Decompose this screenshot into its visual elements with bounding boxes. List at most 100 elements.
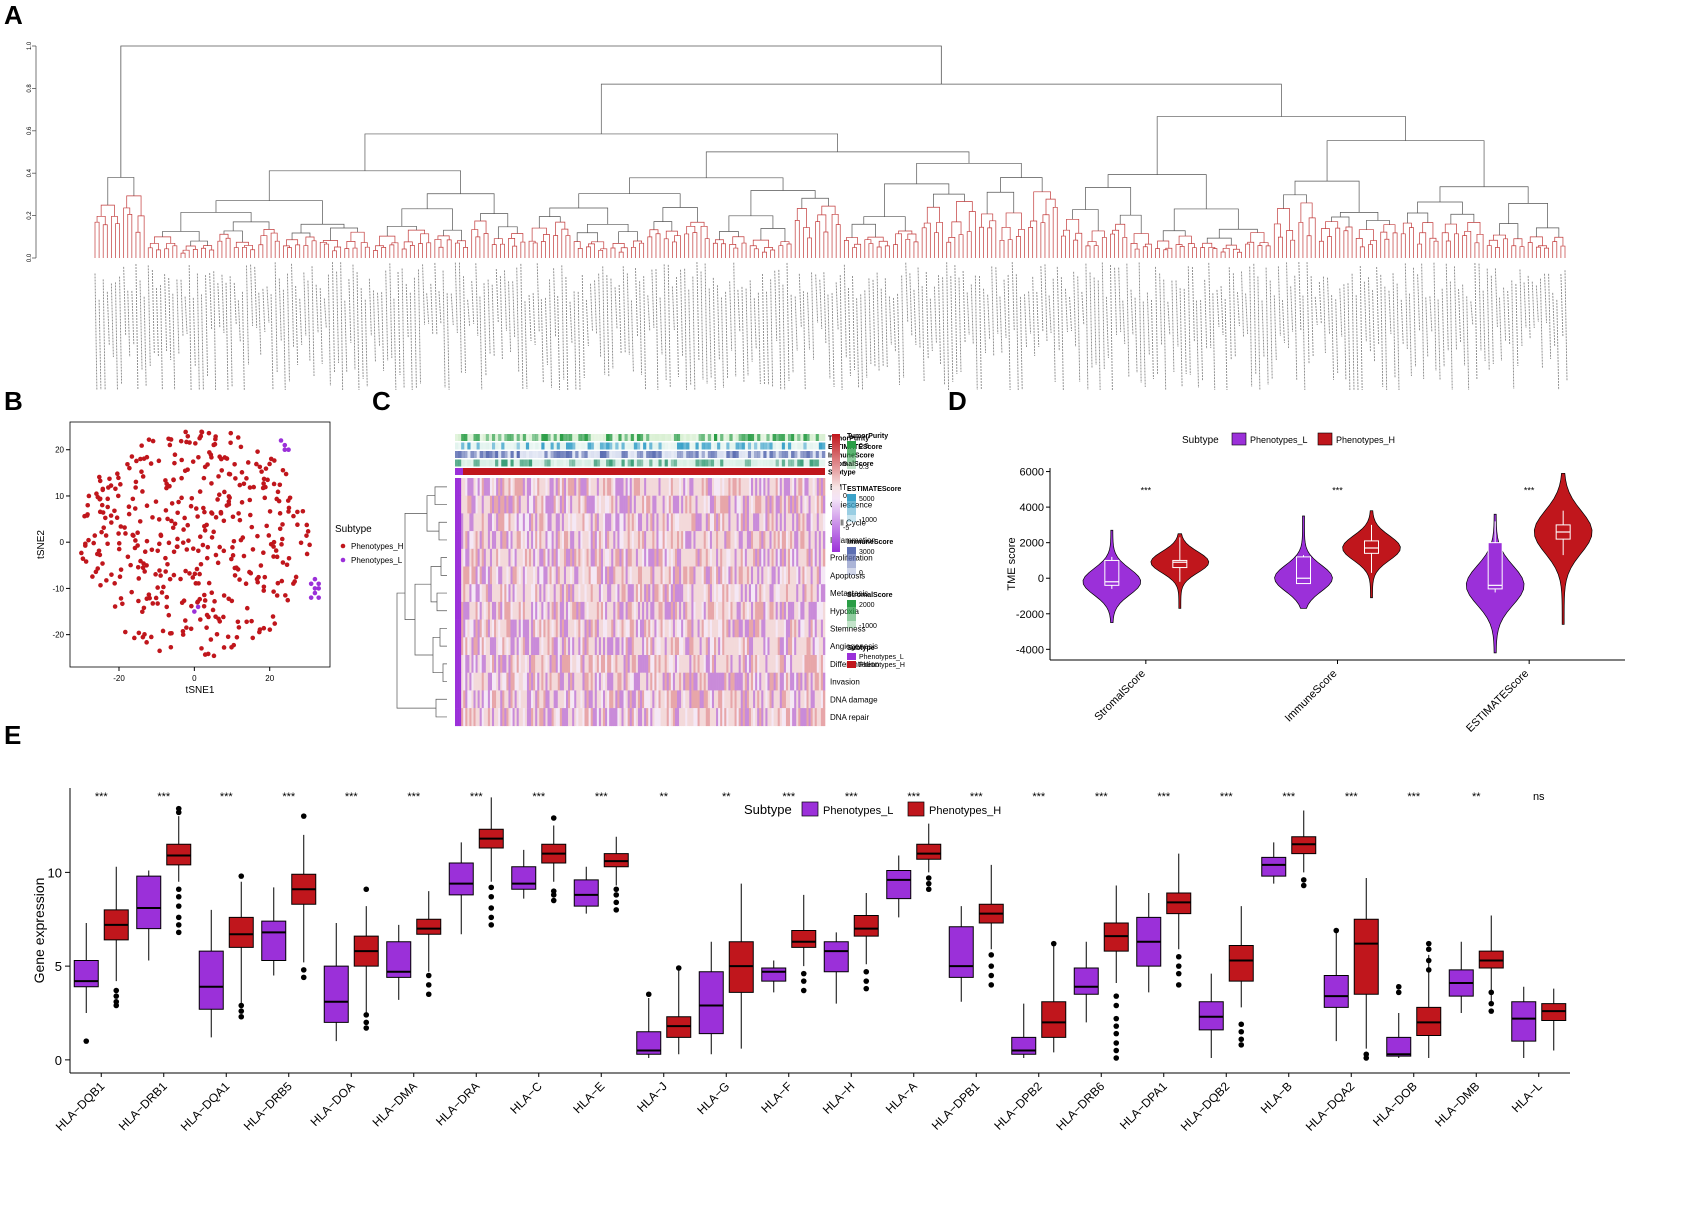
point-phenotypes-h [114, 515, 120, 521]
heatmap-cell [588, 708, 591, 727]
heatmap-cell [516, 690, 520, 709]
heatmap-cell [783, 495, 787, 514]
box-outlier [988, 972, 995, 979]
annotation-cell [806, 451, 810, 458]
heatmap-cell [502, 566, 505, 585]
dendrogram-leaf-label [1380, 274, 1384, 388]
dendrogram-leaf-label [1236, 292, 1240, 327]
heatmap-cell [625, 548, 628, 567]
dendrogram-leaf-label [729, 281, 733, 352]
heatmap-cell [629, 690, 633, 709]
significance-label: *** [157, 791, 171, 803]
heatmap-cell [730, 690, 733, 709]
dendrogram-leaf-label [1081, 291, 1085, 326]
dendrogram-branch [300, 223, 345, 234]
annotation-cell [643, 442, 647, 450]
dendrogram-branch [565, 235, 571, 258]
point-phenotypes-h [254, 576, 260, 582]
heatmap-cell [463, 495, 466, 514]
heatmap-cell [685, 531, 688, 550]
heatmap-cell [627, 601, 631, 620]
heatmap-cell [648, 478, 651, 496]
heatmap-cell [492, 655, 495, 673]
heatmap-cell [508, 655, 511, 673]
legend-swatch [847, 607, 856, 614]
heatmap-cell [553, 566, 557, 585]
annotation-cell [689, 459, 693, 467]
dendrogram-leaf-label [1118, 267, 1122, 333]
point-phenotypes-h [209, 510, 214, 515]
dendrogram-branch [1308, 217, 1316, 258]
heatmap-cell [742, 478, 746, 496]
dendrogram-leaf-label [1052, 278, 1056, 383]
point-phenotypes-h [217, 544, 222, 550]
dendrogram-branch [1318, 240, 1324, 258]
dendrogram-leaf-label [1556, 299, 1560, 390]
annotation-cell [800, 459, 804, 467]
heatmap-cell [615, 478, 618, 496]
heatmap-cell [771, 548, 774, 567]
heatmap-cell [582, 672, 585, 691]
heatmap-cell [672, 637, 676, 656]
dendrogram-branch [1273, 223, 1281, 258]
heatmap-cell [526, 566, 530, 585]
heatmap-cell [755, 566, 758, 585]
heatmap-cell [699, 531, 702, 550]
heatmap-cell [623, 531, 626, 550]
heatmap-cell [804, 584, 807, 603]
annotation-cell [818, 459, 823, 467]
heatmap-cell [510, 708, 513, 727]
dendrogram-branch [332, 250, 337, 258]
heatmap-cell [685, 478, 688, 496]
heatmap-cell [775, 672, 779, 691]
annotation-cell [544, 451, 548, 458]
heatmap-cell [746, 708, 750, 727]
heatmap-cell [592, 478, 596, 496]
heatmap-cell [769, 478, 772, 496]
heatmap-cell [613, 637, 616, 656]
legend-swatch-phenotypes-l [801, 801, 819, 817]
dendrogram-branch [986, 191, 1015, 214]
heatmap-cell [681, 548, 684, 567]
annotation-cell [806, 442, 810, 450]
heatmap-cell [693, 619, 696, 638]
heatmap-cell [757, 708, 760, 727]
heatmap-cell [691, 566, 694, 585]
point-phenotypes-h [185, 522, 191, 528]
dendrogram-branch [1544, 247, 1549, 258]
point-phenotypes-l [282, 447, 288, 453]
heatmap-cell [753, 566, 756, 585]
box-phenotypes-l [1386, 1036, 1412, 1057]
dendrogram-leaf-label [1511, 280, 1515, 390]
heatmap-cell [541, 531, 544, 550]
dendrogram-leaf-label [942, 277, 946, 386]
dendrogram-leaf-label [598, 273, 602, 358]
heatmap-cell [689, 601, 692, 620]
heatmap-cell [674, 601, 678, 620]
heatmap-cell [516, 672, 520, 691]
heatmap-cell [751, 637, 754, 656]
annotation-cell [717, 451, 721, 458]
annotation-cell [495, 434, 499, 441]
heatmap-cell [498, 495, 501, 514]
heatmap-cell [619, 584, 622, 603]
point-phenotypes-h [96, 474, 102, 480]
dendrogram-branch [493, 238, 503, 245]
point-phenotypes-h [273, 548, 279, 553]
y-tick-label: -10 [52, 584, 64, 593]
heatmap-cell [658, 531, 661, 550]
heatmap-cell [738, 513, 742, 532]
heatmap-cell [578, 690, 581, 709]
heatmap-cell [506, 708, 509, 727]
heatmap-cell [457, 478, 460, 496]
heatmap-cell [469, 690, 472, 709]
y-tick-label: 0 [55, 1053, 62, 1068]
legend-title: Subtype [1182, 435, 1219, 446]
heatmap-cell [814, 708, 818, 727]
heatmap-cell [502, 584, 505, 603]
heatmap-cell [549, 548, 552, 567]
heatmap-cell [748, 637, 752, 656]
heatmap-cell [697, 584, 700, 603]
point-phenotypes-l [286, 447, 291, 453]
